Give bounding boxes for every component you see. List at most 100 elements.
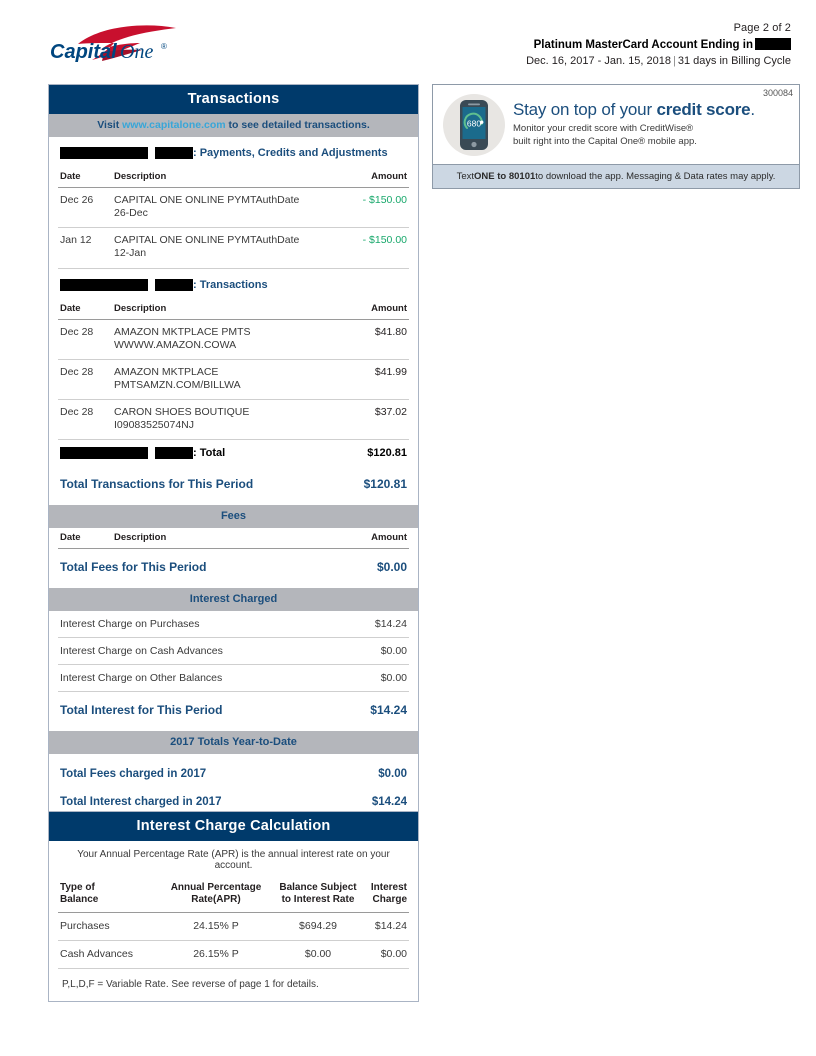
ad-footer-prefix: Text (456, 171, 475, 182)
row-amount: - $150.00 (362, 194, 407, 206)
col-date: Date (60, 532, 81, 544)
billing-days-text: 31 days in Billing Cycle (677, 55, 791, 68)
interest-charged-body: Interest Charge on Purchases $14.24 Inte… (49, 611, 418, 731)
interest-total-amount: $14.24 (370, 703, 407, 718)
col-description: Description (114, 532, 167, 544)
transactions-group-label: : Transactions (58, 269, 409, 299)
list-item: Interest Charge on Cash Advances $0.00 (58, 638, 409, 666)
icc-row-interest: $0.00 (380, 948, 407, 960)
svg-text:®: ® (161, 42, 167, 51)
col-apr: Annual Percentage Rate(APR) (164, 882, 268, 906)
account-title: Platinum MasterCard Account Ending in (526, 37, 791, 52)
table-row[interactable]: Jan 12 CAPITAL ONE ONLINE PYMTAuthDate 1… (58, 228, 409, 269)
transactions-panel-title: Transactions (49, 85, 418, 114)
svg-text:Capital: Capital (50, 41, 117, 63)
icc-row-balance: $0.00 (304, 948, 332, 960)
col-interest-charge: Interest Charge (368, 882, 407, 906)
row-description: AMAZON MKTPLACE PMTSAMZN.COM/BILLWA (114, 366, 315, 392)
ad-headline-period: . (750, 100, 755, 120)
ytd-section-header: 2017 Totals Year-to-Date (49, 731, 418, 755)
row-date: Dec 28 (60, 406, 94, 418)
header-account-info: Page 2 of 2 Platinum MasterCard Account … (526, 22, 791, 69)
apr-note: Your Annual Percentage Rate (APR) is the… (77, 849, 390, 871)
interest-row-amount: $0.00 (380, 645, 407, 658)
col-bal-line2: to Interest Rate (281, 894, 355, 905)
card-last4-redaction (155, 278, 193, 291)
list-item: Interest Charge on Other Balances $0.00 (58, 665, 409, 693)
billing-cycle-info: Dec. 16, 2017 - Jan. 15, 2018 | 31 days in… (526, 55, 791, 69)
visit-suffix: to see detailed transactions. (225, 119, 370, 131)
interest-row-amount: $0.00 (380, 672, 407, 685)
cardholder-name-redaction (60, 147, 148, 159)
ytd-row-label: Total Interest charged in 2017 (60, 796, 222, 809)
row-desc-line2: WWWW.AMAZON.COWA (114, 338, 237, 351)
col-type-line2: Balance (60, 894, 99, 905)
phone-credit-score-icon: 680 (443, 94, 505, 156)
list-item: Total Fees charged in 2017 $0.00 (58, 760, 409, 788)
row-description: CARON SHOES BOUTIQUE I09083525074NJ (114, 406, 315, 432)
fees-total-row: Total Fees for This Period $0.00 (58, 549, 409, 588)
row-amount: $41.80 (374, 325, 407, 338)
ad-headline-normal: Stay on top of your (513, 100, 657, 120)
row-description: CAPITAL ONE ONLINE PYMTAuthDate 26-Dec (114, 194, 315, 220)
icc-body: Your Annual Percentage Rate (APR) is the… (49, 841, 418, 1001)
col-type-of-balance: Type of Balance (60, 882, 164, 906)
ad-headline-bold: credit score (656, 100, 751, 120)
visit-website-bar: Visit www.capitalone.com to see detailed… (49, 114, 418, 137)
col-bal-line1: Balance Subject (279, 882, 357, 893)
card-last4-redaction (155, 447, 193, 460)
svg-text:One: One (120, 41, 153, 63)
icc-row-type: Cash Advances (60, 948, 133, 960)
group-total-label: : Total (60, 447, 315, 460)
row-amount: $41.99 (374, 365, 407, 378)
table-row[interactable]: Dec 26 CAPITAL ONE ONLINE PYMTAuthDate 2… (58, 188, 409, 229)
phone-score-value: 680 (467, 119, 481, 129)
col-type-line1: Type of (60, 882, 95, 893)
col-balance-subject: Balance Subject to Interest Rate (268, 882, 368, 906)
billing-period-text: Dec. 16, 2017 - Jan. 15, 2018 (526, 55, 672, 68)
credit-score-ad[interactable]: 300084 680 Stay on top of your credit sc… (432, 84, 800, 189)
transactions-group-total-row: : Total $120.81 (58, 440, 409, 466)
page-header: Capital One ® Page 2 of 2 Platinum Maste… (0, 0, 816, 72)
table-row[interactable]: Dec 28 CARON SHOES BOUTIQUE I09083525074… (58, 400, 409, 441)
ad-code-label: 300084 (762, 88, 793, 98)
icc-row-balance: $694.29 (299, 920, 337, 932)
fees-column-headers: Date Description Amount (58, 528, 409, 550)
icc-column-headers: Type of Balance Annual Percentage Rate(A… (58, 880, 409, 913)
col-amount: Amount (371, 171, 407, 182)
row-desc-line1: CAPITAL ONE ONLINE PYMTAuthDate (114, 234, 300, 247)
visit-prefix: Visit (97, 119, 123, 131)
account-number-redaction (755, 37, 791, 50)
list-item: Interest Charge on Purchases $14.24 (58, 611, 409, 639)
fees-total-label: Total Fees for This Period (60, 560, 207, 575)
col-description: Description (114, 171, 167, 182)
row-desc-line2: PMTSAMZN.COM/BILLWA (114, 378, 241, 391)
payments-group-label: : Payments, Credits and Adjustments (58, 137, 409, 167)
ytd-row-amount: $14.24 (371, 796, 407, 809)
transactions-column-headers: Date Description Amount (58, 299, 409, 320)
ad-footer-bold: ONE to 80101 (474, 171, 536, 182)
period-total-amount: $120.81 (363, 477, 407, 492)
account-title-text: Platinum MasterCard Account Ending in (533, 38, 753, 51)
icc-row-apr: 26.15% P (193, 948, 239, 960)
billing-separator: | (673, 55, 676, 68)
row-desc-line1: CAPITAL ONE ONLINE PYMTAuthDate (114, 194, 300, 206)
ad-headline: Stay on top of your credit score. (513, 100, 755, 120)
cardholder-name-redaction (60, 278, 148, 291)
ad-footer-banner: Text ONE to 80101 to download the app. M… (433, 164, 799, 188)
col-date: Date (60, 171, 81, 182)
capitalone-website-link[interactable]: www.capitalone.com (122, 119, 226, 131)
row-desc-line1: AMAZON MKTPLACE PMTS (114, 325, 251, 338)
ytd-body: Total Fees charged in 2017 $0.00 Total I… (49, 754, 418, 828)
transactions-panel: Transactions Visit www.capitalone.com to… (48, 84, 419, 830)
interest-row-label: Interest Charge on Other Balances (60, 672, 223, 685)
row-desc-line1: CARON SHOES BOUTIQUE (114, 406, 250, 418)
col-description: Description (114, 302, 167, 314)
table-row[interactable]: Dec 28 AMAZON MKTPLACE PMTSAMZN.COM/BILL… (58, 360, 409, 400)
interest-row-label: Interest Charge on Cash Advances (60, 645, 223, 658)
ad-sub-line2: built right into the Capital One® mobile… (513, 135, 697, 147)
period-total-label: Total Transactions for This Period (60, 477, 254, 492)
row-desc-line1: AMAZON MKTPLACE (114, 365, 219, 378)
table-row[interactable]: Dec 28 AMAZON MKTPLACE PMTS WWWW.AMAZON.… (58, 320, 409, 360)
ad-sub-line1: Monitor your credit score with CreditWis… (513, 123, 694, 135)
